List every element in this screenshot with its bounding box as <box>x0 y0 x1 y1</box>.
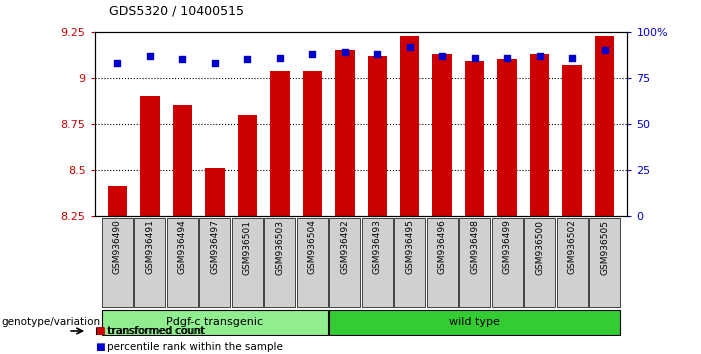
Bar <box>498 59 517 216</box>
Bar <box>400 35 419 216</box>
Point <box>566 55 578 61</box>
Bar <box>205 168 224 216</box>
Text: ■: ■ <box>95 326 104 336</box>
Text: GDS5320 / 10400515: GDS5320 / 10400515 <box>109 5 244 18</box>
Text: GSM936494: GSM936494 <box>178 219 187 274</box>
Text: GSM936490: GSM936490 <box>113 219 122 274</box>
Point <box>242 57 253 62</box>
Point <box>306 51 318 57</box>
Bar <box>530 54 550 216</box>
Text: wild type: wild type <box>449 318 500 327</box>
Bar <box>491 218 523 307</box>
Point <box>469 55 480 61</box>
Text: GSM936504: GSM936504 <box>308 219 317 274</box>
Point <box>599 47 611 53</box>
Point <box>437 53 448 59</box>
Bar <box>264 218 295 307</box>
Text: GSM936500: GSM936500 <box>535 219 544 275</box>
Bar <box>140 96 160 216</box>
Bar <box>167 218 198 307</box>
Bar <box>335 50 355 216</box>
Bar <box>329 218 360 307</box>
Text: ■ transformed count: ■ transformed count <box>95 326 205 336</box>
Text: GSM936502: GSM936502 <box>568 219 577 274</box>
Text: GSM936499: GSM936499 <box>503 219 512 274</box>
Point <box>339 49 350 55</box>
Point <box>177 57 188 62</box>
Point <box>372 51 383 57</box>
Bar <box>102 310 328 335</box>
Point <box>274 55 285 61</box>
Text: GSM936491: GSM936491 <box>145 219 154 274</box>
Text: GSM936492: GSM936492 <box>340 219 349 274</box>
Bar <box>108 187 127 216</box>
Text: genotype/variation: genotype/variation <box>1 317 100 327</box>
Text: GSM936495: GSM936495 <box>405 219 414 274</box>
Text: GSM936498: GSM936498 <box>470 219 479 274</box>
Bar <box>238 115 257 216</box>
Bar <box>394 218 426 307</box>
Bar <box>297 218 328 307</box>
Bar <box>303 70 322 216</box>
Bar <box>367 56 387 216</box>
Bar <box>465 61 484 216</box>
Text: Pdgf-c transgenic: Pdgf-c transgenic <box>166 318 264 327</box>
Point <box>209 60 220 66</box>
Bar <box>102 218 133 307</box>
Bar <box>135 218 165 307</box>
Point <box>111 60 123 66</box>
Point <box>534 53 545 59</box>
Bar <box>172 105 192 216</box>
Bar <box>329 310 620 335</box>
Bar <box>427 218 458 307</box>
Bar <box>524 218 555 307</box>
Bar <box>562 65 582 216</box>
Text: GSM936497: GSM936497 <box>210 219 219 274</box>
Point <box>144 53 156 59</box>
Text: GSM936505: GSM936505 <box>600 219 609 275</box>
Text: GSM936496: GSM936496 <box>437 219 447 274</box>
Bar <box>589 218 620 307</box>
Bar <box>595 35 614 216</box>
Text: GSM936501: GSM936501 <box>243 219 252 275</box>
Text: transformed count: transformed count <box>107 326 205 336</box>
Bar <box>270 70 290 216</box>
Text: ■: ■ <box>95 342 104 352</box>
Bar <box>557 218 587 307</box>
Bar <box>433 54 452 216</box>
Text: GSM936503: GSM936503 <box>275 219 285 275</box>
Bar <box>362 218 393 307</box>
Point <box>502 55 513 61</box>
Text: percentile rank within the sample: percentile rank within the sample <box>107 342 283 352</box>
Text: GSM936493: GSM936493 <box>373 219 382 274</box>
Bar <box>459 218 490 307</box>
Bar <box>199 218 231 307</box>
Bar <box>232 218 263 307</box>
Point <box>404 44 416 50</box>
